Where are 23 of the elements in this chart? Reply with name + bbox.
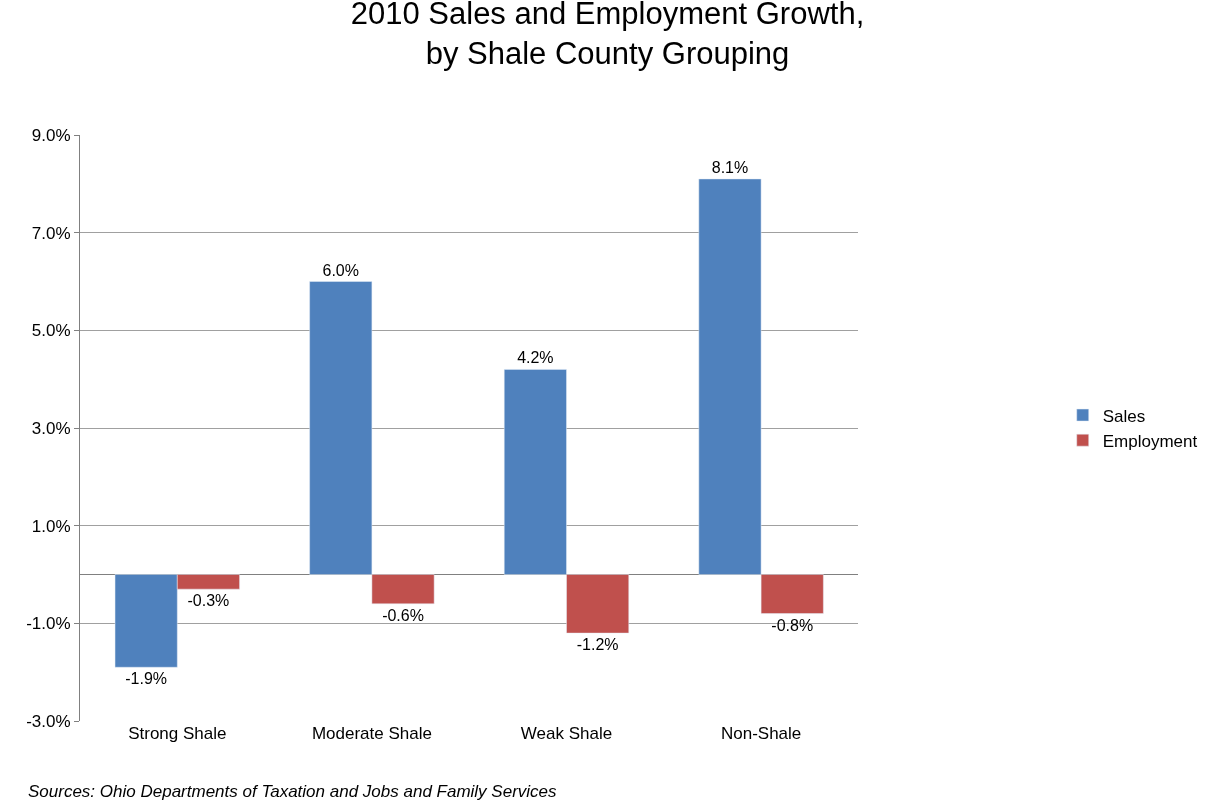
data-label: -1.2% bbox=[576, 636, 619, 654]
y-tick-label: -1.0% bbox=[26, 614, 71, 634]
y-tick-label: 5.0% bbox=[31, 321, 71, 341]
data-label: 8.1% bbox=[711, 158, 749, 176]
y-tick-label: -3.0% bbox=[26, 711, 71, 731]
data-label: 4.2% bbox=[517, 349, 554, 367]
data-label: -0.6% bbox=[382, 606, 424, 624]
chart-title: 2010 Sales and Employment Growth, by Shale County Grouping bbox=[350, 0, 865, 72]
y-tick-label: 1.0% bbox=[31, 516, 71, 536]
y-tick-label: 9.0% bbox=[31, 125, 71, 145]
data-label: 6.0% bbox=[322, 261, 359, 279]
legend-label: Sales bbox=[1102, 406, 1146, 426]
x-tick-label: Weak Shale bbox=[520, 724, 613, 743]
source-note: Sources: Ohio Departments of Taxation and Jobs and Family Services bbox=[28, 782, 558, 801]
data-label: -1.9% bbox=[125, 670, 168, 688]
x-tick-label: Strong Shale bbox=[128, 724, 227, 743]
y-tick-label: 7.0% bbox=[31, 223, 71, 243]
y-tick-label: 3.0% bbox=[31, 418, 71, 438]
legend-label: Employment bbox=[1102, 431, 1198, 451]
x-tick-label: Non-Shale bbox=[720, 724, 802, 743]
data-label: -0.8% bbox=[771, 616, 814, 634]
x-tick-label: Moderate Shale bbox=[311, 724, 432, 743]
data-label: -0.3% bbox=[187, 592, 230, 610]
